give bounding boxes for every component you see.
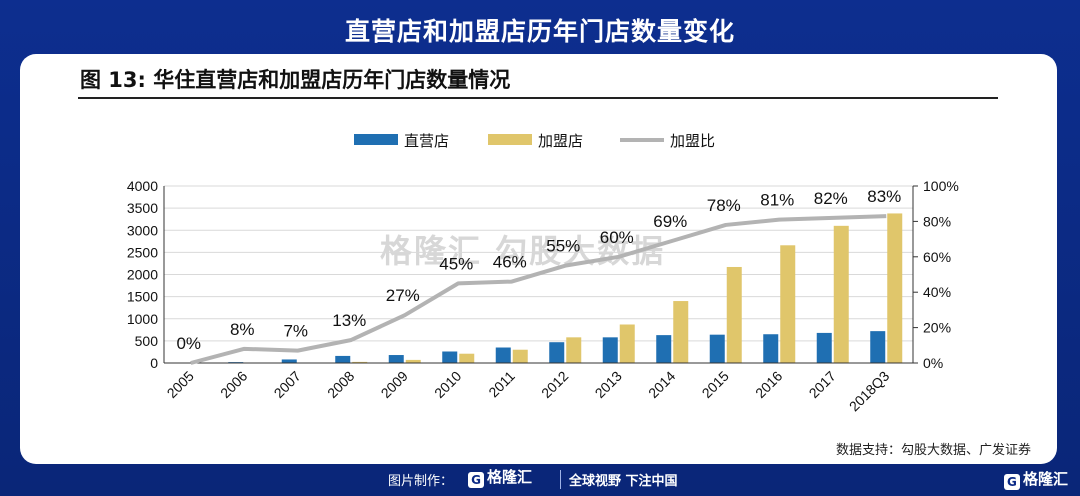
data-label: 8% xyxy=(230,320,255,339)
bar-franchise-2013 xyxy=(619,324,635,363)
bar-direct-2015 xyxy=(709,334,725,363)
x-tick-label: 2018Q3 xyxy=(846,368,893,415)
y-tick-label: 3000 xyxy=(127,222,158,238)
data-label: 83% xyxy=(867,187,901,206)
y2-tick-label: 100% xyxy=(923,178,959,194)
y-tick-label: 0 xyxy=(150,355,158,371)
bar-direct-2007 xyxy=(281,359,297,363)
y2-tick-label: 60% xyxy=(923,249,951,265)
legend-franchise-label: 加盟店 xyxy=(538,132,583,150)
corner-logo-icon: G xyxy=(1003,474,1020,490)
bar-direct-2013 xyxy=(602,337,618,363)
bar-franchise-2015 xyxy=(726,266,742,363)
legend-direct-label: 直营店 xyxy=(404,132,449,150)
bar-franchise-2012 xyxy=(566,337,582,363)
bar-franchise-2009 xyxy=(405,359,421,363)
x-tick-label: 2014 xyxy=(645,368,678,401)
data-label: 45% xyxy=(439,254,473,273)
data-label: 0% xyxy=(176,334,201,353)
bar-direct-2017 xyxy=(816,332,832,363)
figure-title: 图 13: 华住直营店和加盟店历年门店数量情况 xyxy=(80,68,511,92)
bar-direct-2014 xyxy=(656,335,672,363)
y-tick-label: 1000 xyxy=(127,311,158,327)
y-tick-label: 2000 xyxy=(127,267,158,283)
x-tick-label: 2009 xyxy=(378,368,411,401)
bar-direct-2008 xyxy=(335,355,351,363)
source-note: 数据支持：勾股大数据、广发证券 xyxy=(835,443,1031,458)
x-tick-label: 2012 xyxy=(538,368,571,401)
bar-franchise-2011 xyxy=(512,349,528,363)
combo-chart: 0 500 1000 1500 2000 2500 3000 3500 4000 0% 20% 40%… xyxy=(127,132,959,415)
data-label: 81% xyxy=(760,191,794,210)
bar-franchise-2016 xyxy=(780,245,796,363)
x-tick-label: 2015 xyxy=(699,368,732,401)
x-tick-label: 2007 xyxy=(271,368,304,401)
y2-tick-label: 40% xyxy=(923,284,951,300)
bar-franchise-2010 xyxy=(459,353,475,363)
bar-direct-2012 xyxy=(549,342,565,363)
x-tick-label: 2005 xyxy=(164,368,197,401)
legend-ratio-label: 加盟比 xyxy=(670,132,715,150)
bar-direct-2010 xyxy=(442,351,458,363)
corner-brand: G 格隆汇 xyxy=(1003,468,1068,490)
data-label: 46% xyxy=(493,253,527,272)
data-label: 69% xyxy=(653,212,687,231)
data-label: 55% xyxy=(546,237,580,256)
bar-franchise-2018Q3 xyxy=(887,213,903,363)
made-by-label: 图片制作： xyxy=(388,474,454,489)
y-tick-label: 4000 xyxy=(127,178,158,194)
legend-franchise-swatch xyxy=(488,134,532,145)
bar-franchise-2017 xyxy=(833,225,849,363)
y2-tick-label: 80% xyxy=(923,213,951,229)
line-franchise-ratio xyxy=(190,214,887,365)
data-label: 7% xyxy=(283,322,308,341)
footer-brand-text: 格隆汇 xyxy=(487,468,533,486)
data-label: 82% xyxy=(814,189,848,208)
footer-brand: G 格隆汇 xyxy=(468,466,532,488)
x-tick-label: 2008 xyxy=(324,368,357,401)
x-tick-label: 2011 xyxy=(485,368,518,401)
data-label: 13% xyxy=(332,311,366,330)
x-tick-label: 2017 xyxy=(806,368,839,401)
bar-direct-2018Q3 xyxy=(870,331,886,363)
y-tick-label: 500 xyxy=(135,333,159,349)
chart-card: 图 13: 华住直营店和加盟店历年门店数量情况 格隆汇 勾股大数据 0 500 10… xyxy=(20,54,1057,464)
y-tick-label: 2500 xyxy=(127,244,158,260)
footer-slogan: 全球视野 下注中国 xyxy=(560,470,678,489)
corner-brand-text: 格隆汇 xyxy=(1022,470,1068,488)
bar-direct-2016 xyxy=(763,334,779,363)
x-tick-label: 2006 xyxy=(217,368,250,401)
brand-logo-icon: G xyxy=(468,472,484,488)
y2-tick-label: 20% xyxy=(923,320,951,336)
bar-direct-2011 xyxy=(495,347,511,363)
title-divider xyxy=(78,97,998,99)
x-tick-label: 2013 xyxy=(592,368,625,401)
data-label: 78% xyxy=(707,196,741,215)
y-tick-label: 3500 xyxy=(127,200,158,216)
footer: 图片制作： G 格隆汇 全球视野 下注中国 G 格隆汇 xyxy=(0,464,1080,496)
x-tick-label: 2016 xyxy=(752,368,785,401)
bar-franchise-2008 xyxy=(352,361,368,363)
y2-tick-label: 0% xyxy=(923,355,943,371)
data-label: 27% xyxy=(386,286,420,305)
y-tick-label: 1500 xyxy=(127,289,158,305)
data-label: 60% xyxy=(600,228,634,247)
x-tick-label: 2010 xyxy=(431,368,464,401)
headline: 直营店和加盟店历年门店数量变化 xyxy=(344,17,735,46)
bar-franchise-2014 xyxy=(673,301,689,363)
bar-direct-2009 xyxy=(388,355,404,363)
legend-direct-swatch xyxy=(354,134,398,145)
watermark-brand: 格隆汇 xyxy=(380,232,483,270)
